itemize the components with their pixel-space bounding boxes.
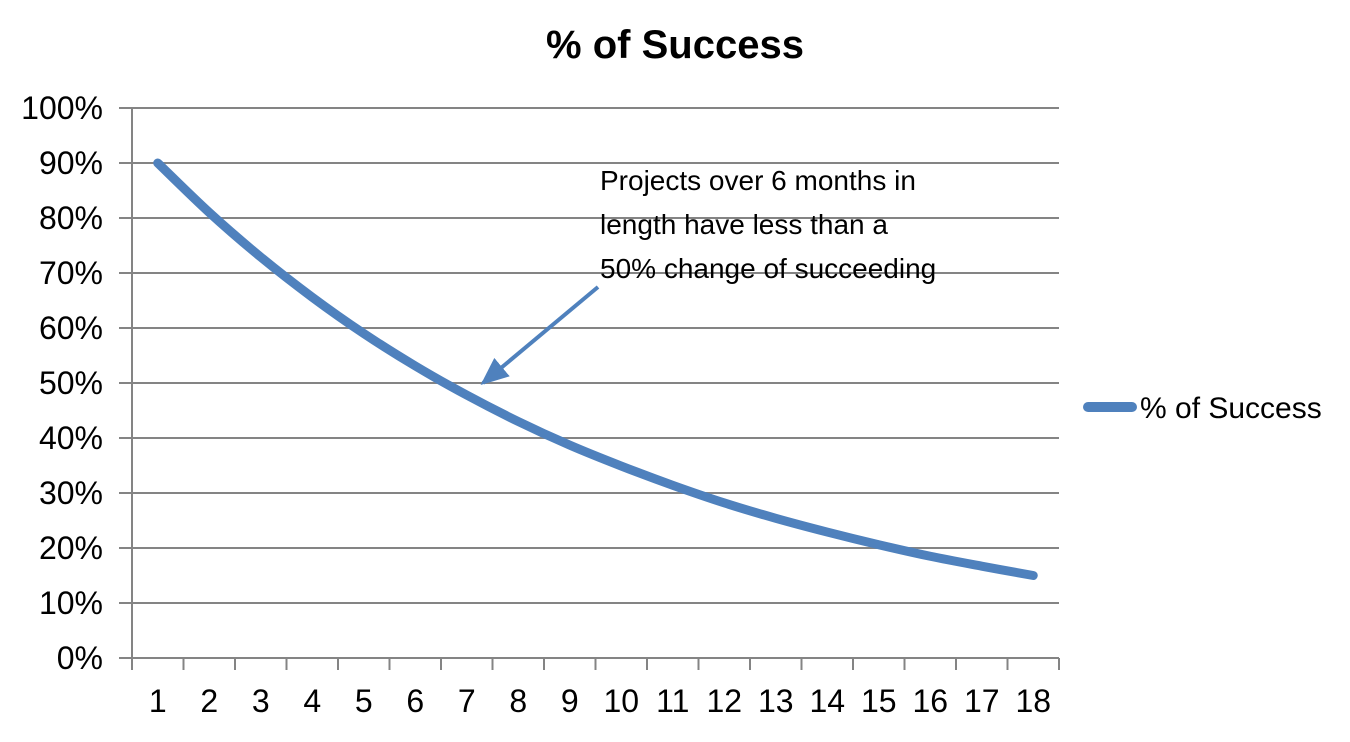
x-tick-label: 7 — [458, 683, 476, 719]
y-tick-label: 20% — [39, 530, 103, 566]
chart-title: % of Success — [546, 23, 804, 67]
x-tick-label: 6 — [406, 683, 424, 719]
y-tick-label: 40% — [39, 420, 103, 456]
x-tick-label: 15 — [861, 683, 897, 719]
x-tick-label: 4 — [303, 683, 321, 719]
y-tick-label: 100% — [21, 90, 103, 126]
x-tick-label: 1 — [149, 683, 167, 719]
y-tick-label: 60% — [39, 310, 103, 346]
annotation-callout: Projects over 6 months in length have le… — [480, 165, 936, 386]
legend-label: % of Success — [1140, 392, 1322, 425]
annotation-line-1: Projects over 6 months in — [600, 165, 916, 196]
y-tick-label: 0% — [57, 640, 103, 676]
annotation-arrow — [480, 285, 600, 386]
x-tick-label: 13 — [758, 683, 794, 719]
annotation-line-2: length have less than a — [600, 209, 888, 240]
y-tick-label: 80% — [39, 200, 103, 236]
gridlines — [132, 107, 1059, 604]
x-tick-label: 5 — [355, 683, 373, 719]
x-tick-label: 2 — [200, 683, 218, 719]
y-tick-label: 10% — [39, 585, 103, 621]
x-tick-label: 17 — [964, 683, 1000, 719]
x-tick-label: 9 — [561, 683, 579, 719]
x-tick-label: 16 — [912, 683, 948, 719]
y-tick-label: 90% — [39, 145, 103, 181]
axes — [119, 107, 1060, 670]
annotation-line-3: 50% change of succeeding — [600, 253, 936, 284]
x-tick-label: 10 — [603, 683, 639, 719]
y-tick-label: 30% — [39, 475, 103, 511]
x-tick-label: 12 — [706, 683, 742, 719]
x-tick-label: 11 — [656, 683, 689, 719]
x-tick-label: 18 — [1015, 683, 1051, 719]
x-tick-label: 3 — [252, 683, 270, 719]
y-tick-label: 70% — [39, 255, 103, 291]
x-axis-labels: 1 2 3 4 5 6 7 8 9 10 11 12 13 14 15 16 17 18 — [149, 683, 1051, 719]
x-tick-label: 8 — [509, 683, 527, 719]
legend: % of Success — [1083, 392, 1322, 425]
y-axis-labels: 0% 10% 20% 30% 40% 50% 60% 70% 80% 90% 100% — [21, 90, 103, 676]
series-line-percent-of-success — [153, 158, 1038, 580]
y-tick-label: 50% — [39, 365, 103, 401]
x-tick-label: 14 — [809, 683, 845, 719]
